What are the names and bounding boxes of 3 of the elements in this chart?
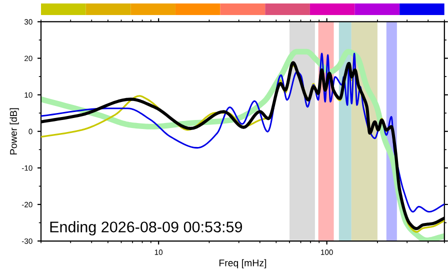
annotation: Ending 2026-08-09 00:53:59 (50, 221, 242, 236)
x-axis-title: Freq [mHz] (219, 259, 266, 268)
y-axis-title: Power [dB] (10, 108, 19, 154)
